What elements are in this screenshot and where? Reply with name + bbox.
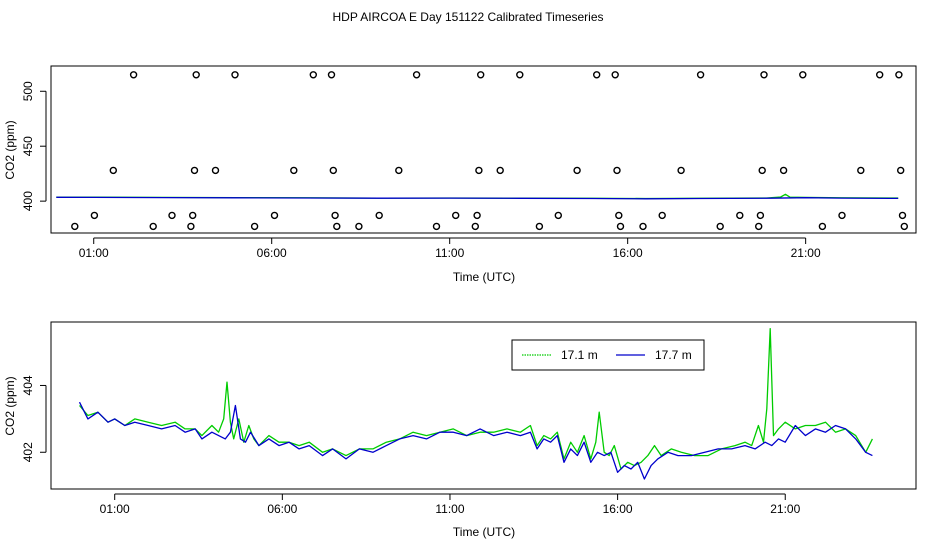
lower-series-line-1 (78, 401, 873, 480)
data-point (516, 71, 524, 79)
data-point (290, 166, 298, 175)
data-point (677, 166, 685, 175)
data-point (432, 222, 441, 231)
lower-y-axis-label: CO2 (ppm) (3, 376, 17, 435)
lower-x-axis: 01:00 06:00 11:00 16:00 21:00 (100, 493, 801, 516)
data-point (333, 222, 341, 231)
lower-series-lines (78, 328, 873, 480)
data-point (696, 71, 705, 79)
data-point (611, 71, 619, 79)
data-point (900, 222, 908, 231)
data-point (477, 71, 485, 79)
upper-x-axis: 01:00 06:00 11:00 16:00 21:00 (79, 237, 821, 260)
lower-x-tick-label: 11:00 (435, 502, 464, 516)
lower-plot-frame (50, 321, 917, 490)
upper-series-line-1 (56, 196, 899, 200)
data-point (616, 222, 625, 231)
upper-x-tick-label: 06:00 (257, 246, 287, 260)
data-point (895, 71, 903, 79)
lower-x-tick-label: 06:00 (267, 502, 297, 516)
data-point (331, 211, 339, 220)
data-point (149, 222, 157, 231)
data-point (615, 211, 623, 220)
data-point (190, 166, 199, 175)
data-point (898, 211, 907, 220)
data-point (573, 166, 581, 175)
lower-series-line-0 (79, 328, 873, 470)
data-point (756, 211, 765, 220)
lower-x-axis-label: Time (UTC) (453, 525, 515, 539)
data-point (755, 222, 763, 231)
data-point (876, 71, 884, 79)
upper-x-tick-label: 01:00 (79, 246, 109, 260)
data-point (192, 71, 200, 79)
upper-series-lines (56, 193, 899, 200)
legend-label-17-7m: 17.7 m (655, 348, 692, 362)
data-point (554, 211, 562, 220)
legend: 17.1 m 17.7 m (511, 339, 705, 371)
data-point (818, 222, 827, 231)
data-point (799, 71, 807, 79)
data-point (375, 211, 383, 220)
data-point (779, 166, 788, 175)
data-point (270, 211, 279, 220)
data-point (71, 222, 79, 231)
data-point (471, 222, 479, 231)
upper-plot-frame (50, 65, 917, 234)
data-point (329, 166, 337, 175)
data-point (250, 222, 259, 231)
data-point (129, 71, 138, 79)
data-point (758, 166, 766, 175)
data-point (187, 222, 195, 231)
upper-y-tick-label: 450 (21, 136, 35, 156)
legend-box (511, 339, 705, 371)
upper-y-tick-label: 500 (21, 81, 35, 101)
data-point (327, 71, 336, 79)
lower-y-tick-label: 402 (21, 442, 35, 462)
data-point (593, 71, 601, 79)
upper-x-tick-label: 16:00 (613, 246, 643, 260)
lower-x-tick-label: 16:00 (603, 502, 633, 516)
upper-panel: 01:00 06:00 11:00 16:00 21:00 400 450 500 Time… (3, 65, 917, 284)
data-point (355, 222, 363, 231)
data-point (475, 166, 483, 175)
data-point (473, 211, 481, 220)
data-point (897, 166, 905, 175)
lower-y-axis: 402 404 (21, 375, 47, 462)
upper-points (71, 71, 908, 231)
data-point (639, 222, 647, 231)
upper-x-tick-label: 21:00 (791, 246, 821, 260)
data-point (395, 166, 403, 175)
figure-title: HDP AIRCOA E Day 151122 Calibrated Times… (332, 10, 603, 24)
data-point (857, 166, 865, 175)
data-point (452, 211, 460, 220)
legend-label-17-1m: 17.1 m (561, 348, 598, 362)
data-point (535, 222, 544, 231)
upper-y-tick-label: 400 (21, 191, 35, 211)
data-point (231, 71, 239, 79)
upper-y-axis-label: CO2 (ppm) (3, 120, 17, 179)
data-point (658, 211, 666, 220)
data-point (496, 166, 504, 175)
lower-panel: 01:00 06:00 11:00 16:00 21:00 402 404 Time (U… (3, 321, 917, 539)
data-point (760, 71, 768, 79)
data-point (613, 166, 621, 175)
lower-x-tick-label: 01:00 (100, 502, 130, 516)
data-point (309, 71, 317, 79)
data-point (90, 211, 99, 220)
data-point (211, 166, 220, 175)
data-point (412, 71, 421, 79)
data-point (716, 222, 724, 231)
data-point (188, 211, 197, 220)
upper-x-tick-label: 11:00 (435, 246, 464, 260)
upper-x-axis-label: Time (UTC) (453, 270, 515, 284)
lower-y-tick-label: 404 (21, 375, 35, 395)
data-point (736, 211, 744, 220)
upper-y-axis: 400 450 500 (21, 81, 47, 211)
data-point (838, 211, 846, 220)
lower-x-tick-label: 21:00 (770, 502, 800, 516)
data-point (109, 166, 118, 175)
data-point (168, 211, 176, 220)
